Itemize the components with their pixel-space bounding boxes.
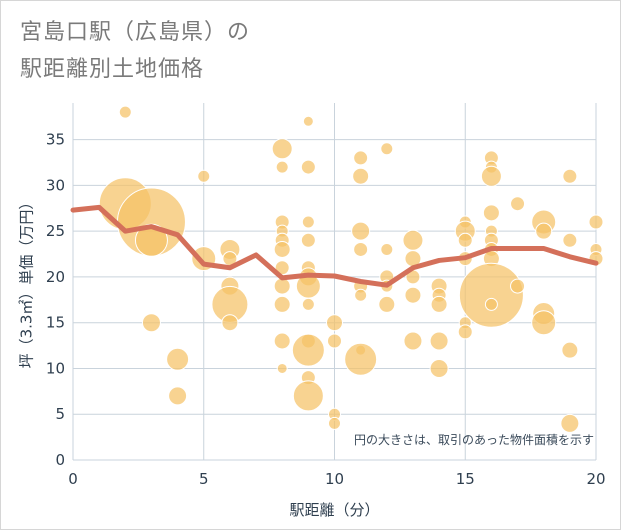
data-point — [353, 150, 369, 166]
data-point — [457, 324, 473, 340]
data-point — [118, 105, 132, 119]
data-point — [402, 229, 424, 251]
y-tick-label: 30 — [46, 176, 65, 194]
data-point — [430, 295, 448, 313]
data-point — [197, 169, 211, 183]
data-point — [352, 167, 370, 185]
chart-title-line2: 駅距離別土地価格 — [20, 57, 205, 82]
x-tick-label: 0 — [68, 470, 78, 488]
data-point — [531, 310, 557, 336]
data-point — [351, 221, 371, 241]
trend-line — [70, 204, 599, 288]
data-point — [273, 240, 291, 258]
data-point — [166, 347, 190, 371]
data-point — [562, 168, 578, 184]
data-point — [535, 222, 553, 240]
data-point — [588, 214, 604, 230]
x-tick-label: 5 — [199, 470, 209, 488]
data-point — [510, 196, 526, 212]
size-note: 円の大きさは、取引のあった物件面積を示す — [354, 432, 594, 447]
tick-labels: 0 5 10 15 20 0 5 10 15 20 25 30 35 — [46, 131, 606, 488]
data-point — [344, 342, 378, 376]
data-point — [378, 295, 396, 313]
x-axis-label: 駅距離（分） — [289, 501, 379, 519]
data-point — [276, 362, 288, 374]
x-tick-label: 20 — [586, 470, 605, 488]
y-axis-label: 坪（3.3㎡）単価（万円） — [18, 195, 36, 369]
data-point — [273, 277, 291, 295]
data-point — [429, 358, 449, 378]
data-point — [404, 286, 422, 304]
x-tick-label: 15 — [456, 470, 475, 488]
data-point — [482, 204, 500, 222]
data-point — [562, 232, 578, 248]
data-point — [328, 416, 341, 430]
data-point — [168, 386, 188, 406]
x-tick-label: 10 — [325, 470, 344, 488]
chart-title-line1: 宮島口駅（広島県）の — [20, 20, 251, 45]
y-tick-label: 5 — [55, 405, 65, 423]
data-point — [300, 159, 316, 175]
data-point — [300, 232, 316, 248]
data-point — [354, 288, 368, 302]
data-point — [480, 165, 502, 187]
data-point — [273, 295, 291, 313]
data-point — [275, 160, 289, 174]
data-point — [326, 314, 343, 332]
data-point — [271, 138, 293, 160]
data-point — [458, 262, 524, 328]
y-tick-label: 35 — [46, 131, 65, 149]
data-point — [510, 278, 526, 294]
y-tick-label: 20 — [46, 268, 65, 286]
data-point — [561, 341, 579, 359]
data-point — [302, 115, 314, 127]
data-point — [380, 142, 394, 156]
y-tick-label: 0 — [55, 451, 65, 469]
data-point — [380, 242, 394, 256]
data-point — [141, 313, 161, 333]
y-tick-label: 10 — [46, 359, 65, 377]
data-point — [327, 333, 342, 349]
data-point — [560, 413, 580, 433]
data-point — [353, 241, 369, 257]
y-tick-label: 15 — [46, 314, 65, 332]
data-point — [301, 297, 315, 311]
data-point — [292, 380, 324, 412]
data-point — [429, 331, 449, 351]
data-point — [291, 333, 325, 367]
data-point — [273, 332, 291, 350]
data-point — [457, 232, 473, 248]
y-tick-label: 25 — [46, 222, 65, 240]
data-point — [221, 314, 239, 332]
data-point — [403, 331, 423, 351]
data-point — [301, 215, 315, 229]
data-point — [484, 297, 498, 311]
